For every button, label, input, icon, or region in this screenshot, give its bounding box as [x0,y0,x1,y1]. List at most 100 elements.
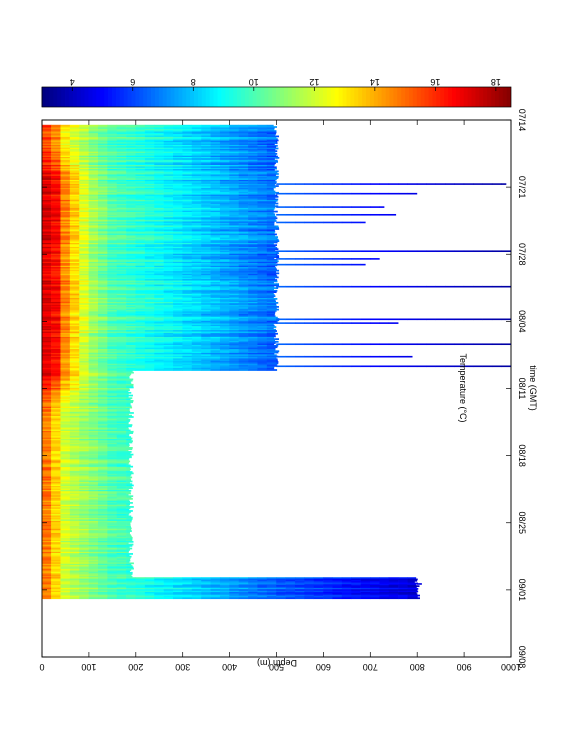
heatmap-cell [60,135,71,138]
heatmap-cell [257,126,268,128]
heatmap-cell [238,151,249,154]
heatmap-cell [182,181,193,183]
heatmap-cell [201,185,211,187]
heatmap-cell [126,136,136,139]
heatmap-cell [97,147,108,150]
heatmap-cell [107,134,118,136]
heatmap-cell [154,183,164,186]
heatmap-cell [229,171,239,174]
heatmap-cell [173,369,183,371]
heatmap-cell [107,139,118,142]
heatmap-cell [60,146,71,149]
heatmap-cell [126,130,136,132]
heatmap-cell [201,135,211,138]
heatmap-cell [219,178,230,181]
heatmap-cell [41,150,52,153]
heatmap-cell [191,146,202,149]
heatmap-cell [248,128,258,131]
heatmap-cell [229,143,239,146]
heatmap-cell [266,124,274,127]
heatmap-cell [248,140,258,143]
heatmap-cell [182,169,193,171]
heatmap-cell [276,150,278,153]
heatmap-cell [173,179,183,182]
heatmap-cell [276,199,278,202]
heatmap-cell [135,146,146,149]
heatmap-cell [257,179,268,182]
heatmap-cell [210,175,221,178]
heatmap-cell [126,171,136,174]
heatmap-cell [41,142,52,144]
heatmap-cell [97,143,108,146]
heatmap-cell [257,170,268,173]
heatmap-cell [210,178,221,181]
heatmap-cell [201,169,211,171]
heatmap-cell [248,151,258,154]
heatmap-cell [154,130,164,132]
heatmap-cell [182,136,193,139]
heatmap-cell [51,159,61,162]
heatmap-cell [107,175,118,178]
heatmap-cell [126,170,136,173]
heatmap-cell [135,144,146,147]
heatmap-cell [51,142,61,144]
heatmap-cell [88,165,99,167]
heatmap-cell [248,144,258,147]
heatmap-cell [191,170,202,173]
heatmap-cell [88,161,99,163]
heatmap-cell [88,181,99,183]
heatmap-cell [238,182,249,185]
heatmap-cell [79,166,89,169]
heatmap-cell [248,124,258,127]
heatmap-cell [266,166,277,169]
heatmap-cell [135,170,146,173]
heatmap-cell [238,128,249,131]
heatmap-cell [88,157,99,159]
heatmap-cell [79,181,89,183]
heatmap-cell [229,126,239,128]
heatmap-cell [41,177,52,179]
heatmap-cell [41,147,52,150]
heatmap-cell [97,132,108,135]
heatmap-cell [163,170,174,173]
heatmap-cell [266,178,277,181]
heatmap-cell [173,147,183,150]
heatmap-cell [266,182,277,185]
heatmap-cell [60,166,71,169]
heatmap-cell [79,142,89,144]
heatmap-cell [257,369,268,371]
heatmap-cell [163,151,174,154]
heatmap-cell [41,181,52,183]
heatmap-cell [219,169,230,171]
heatmap-cell [163,181,174,183]
heatmap-cell [107,136,118,139]
heatmap-cell [191,127,202,130]
heatmap-cell [238,130,249,132]
heatmap-cell [69,170,80,173]
heatmap-cell [154,158,164,161]
heatmap-cell [248,139,258,142]
heatmap-cell [41,126,52,128]
heatmap-cell [97,140,108,143]
heatmap-cell [248,165,258,167]
heatmap-cell [126,185,136,187]
heatmap-cell [248,155,258,158]
heatmap-cell [163,158,174,161]
heatmap-cell [163,177,174,179]
heatmap-cell [116,128,127,131]
heatmap-cell [126,175,136,178]
heatmap-cell [135,154,146,157]
heatmap-cell [41,155,52,158]
heatmap-cell [257,178,268,181]
heatmap-cell [210,181,221,183]
heatmap-cell [276,302,279,304]
heatmap-cell [182,142,193,144]
heatmap-cell [60,148,71,151]
heatmap-cell [154,162,164,165]
heatmap-cell [191,162,202,165]
heatmap-cell [173,186,183,189]
heatmap-cell [69,139,80,142]
heatmap-cell [229,127,239,130]
heatmap-cell [238,138,249,140]
heatmap-cell [248,167,258,170]
